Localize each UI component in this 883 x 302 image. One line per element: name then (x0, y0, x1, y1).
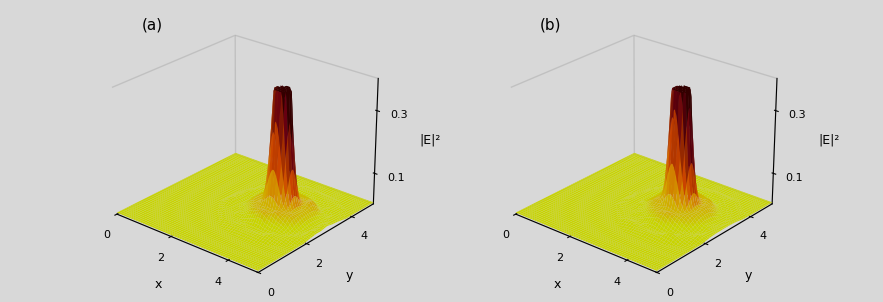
Text: (a): (a) (141, 18, 162, 33)
X-axis label: x: x (155, 278, 162, 291)
X-axis label: x: x (554, 278, 561, 291)
Y-axis label: y: y (346, 269, 353, 282)
Text: (b): (b) (540, 18, 562, 33)
Y-axis label: y: y (744, 269, 752, 282)
